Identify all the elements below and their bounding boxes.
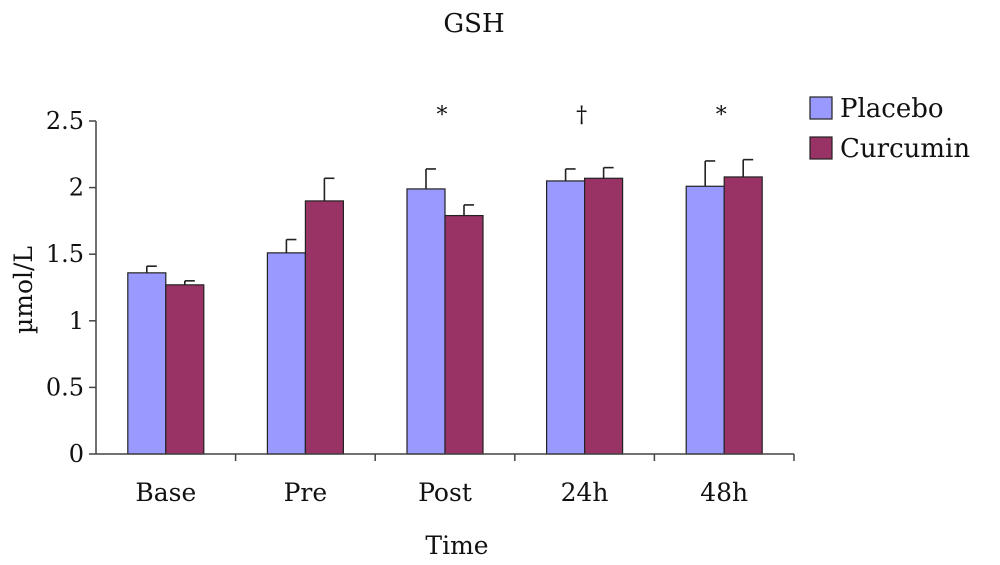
y-tick-label: 1.5 bbox=[46, 240, 84, 268]
bar-curcumin-pre bbox=[304, 200, 344, 455]
legend-swatch-curcumin bbox=[809, 136, 833, 160]
x-tick-label: Post bbox=[418, 478, 472, 507]
bar-placebo-24h bbox=[545, 180, 586, 455]
bar-placebo-pre bbox=[266, 252, 306, 455]
bar-curcumin-48h bbox=[723, 176, 763, 455]
significance-marker: * bbox=[716, 103, 727, 128]
bar-curcumin-post bbox=[444, 214, 484, 455]
legend: Placebo Curcumin bbox=[809, 94, 970, 164]
x-tick-label: 24h bbox=[561, 478, 609, 507]
x-tick-label: Pre bbox=[284, 478, 328, 507]
legend-label-placebo: Placebo bbox=[840, 94, 944, 124]
y-axis-label: µmol/L bbox=[9, 246, 38, 334]
plot-area: 0 0.5 1 1.5 2 2.5 Base Pre Post * 24h † 48h * bbox=[46, 103, 795, 507]
x-axis-label: Time bbox=[425, 531, 488, 560]
bar-placebo-post bbox=[406, 188, 446, 455]
significance-marker: * bbox=[437, 103, 448, 128]
bar-curcumin-24h bbox=[583, 177, 624, 455]
x-tick-label: 48h bbox=[700, 478, 748, 507]
significance-marker: † bbox=[576, 103, 587, 128]
x-tick-label: Base bbox=[135, 478, 196, 507]
legend-swatch-placebo bbox=[809, 96, 833, 120]
y-tick-label: 1 bbox=[69, 307, 84, 335]
chart-title: GSH bbox=[443, 9, 504, 39]
bar-placebo-48h bbox=[685, 185, 725, 455]
y-tick-label: 2.5 bbox=[46, 107, 84, 135]
bar-placebo-base bbox=[127, 272, 167, 455]
y-tick-label: 0 bbox=[69, 440, 84, 468]
bar-curcumin-base bbox=[165, 284, 205, 455]
y-tick-label: 0.5 bbox=[46, 373, 84, 401]
legend-label-curcumin: Curcumin bbox=[840, 134, 970, 164]
y-tick-label: 2 bbox=[69, 174, 84, 202]
